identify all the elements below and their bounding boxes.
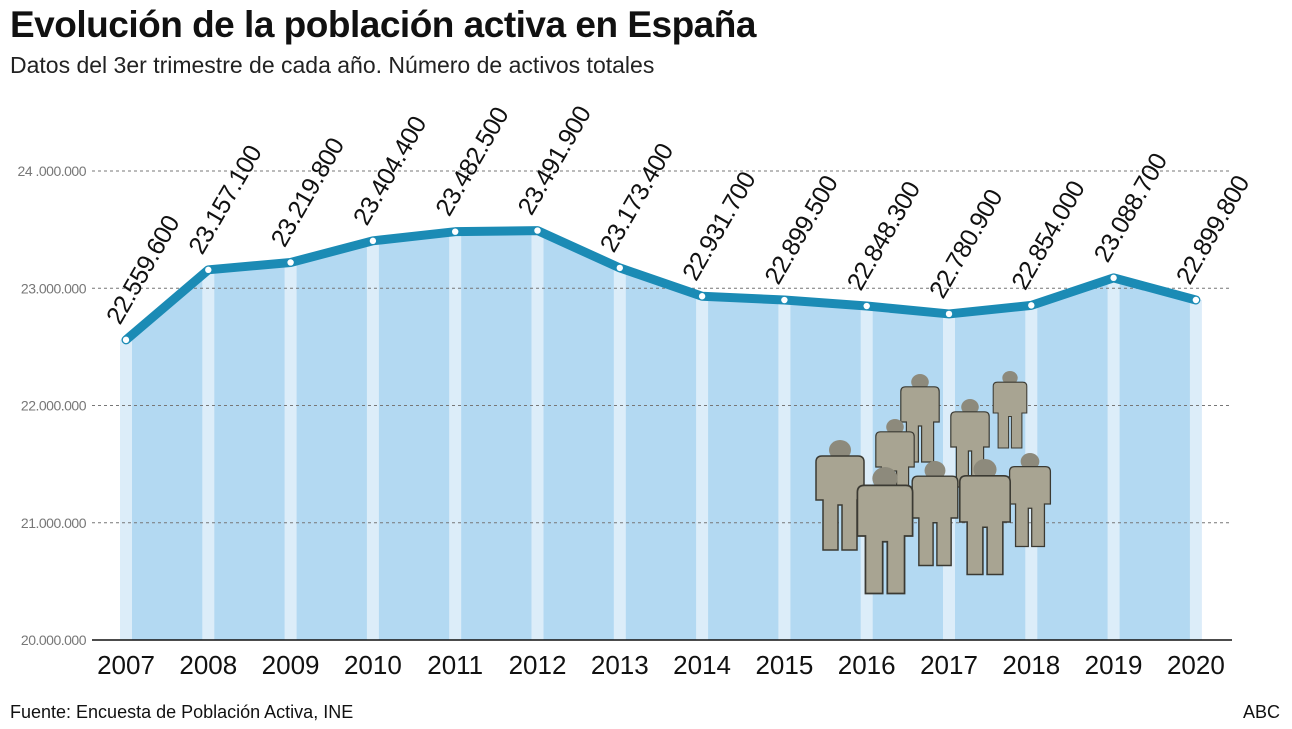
x-tick-label: 2007 (97, 650, 155, 680)
person-head (961, 399, 979, 415)
year-stripe (613, 267, 626, 640)
year-stripe (696, 296, 709, 640)
year-stripe (531, 230, 544, 641)
person-head (872, 467, 898, 490)
data-label: 22.899.800 (1171, 171, 1255, 289)
data-label: 23.173.400 (595, 139, 679, 257)
person-head (886, 419, 904, 435)
person-head (924, 461, 946, 480)
x-tick-label: 2012 (509, 650, 567, 680)
data-label: 23.404.400 (348, 112, 432, 230)
data-point (616, 264, 623, 272)
data-point (945, 310, 953, 318)
x-tick-label: 2009 (262, 650, 320, 680)
x-tick-label: 2017 (920, 650, 978, 680)
person-figure (959, 459, 1011, 576)
person-body (959, 475, 1011, 576)
year-stripe (1189, 299, 1202, 640)
person-body (856, 484, 914, 595)
year-stripe (449, 231, 462, 640)
data-point (452, 228, 459, 235)
person-figure (911, 461, 959, 567)
person-body (1008, 465, 1052, 548)
year-stripe (1107, 277, 1120, 640)
y-tick-label: 23.000.000 (21, 280, 87, 296)
x-tick-label: 2020 (1167, 650, 1225, 680)
data-label: 22.780.900 (924, 185, 1008, 303)
person-figure (815, 440, 865, 551)
brand-label: ABC (1242, 702, 1280, 722)
year-stripe (778, 300, 791, 640)
year-stripe (284, 262, 297, 640)
data-label: 23.088.700 (1089, 149, 1173, 267)
person-head (1020, 453, 1040, 470)
data-point (205, 266, 212, 274)
data-point (698, 293, 706, 300)
person-head (829, 440, 851, 460)
person-body (992, 381, 1028, 449)
y-tick-label: 21.000.000 (21, 515, 87, 531)
person-body (911, 475, 959, 567)
chart-title: Evolución de la población activa en Espa… (10, 4, 756, 45)
year-stripe (366, 240, 379, 640)
data-label: 23.219.800 (266, 133, 350, 251)
year-stripe (202, 269, 215, 640)
y-tick-label: 20.000.000 (21, 632, 87, 648)
data-point (1192, 296, 1200, 304)
data-label: 23.482.500 (430, 103, 514, 221)
person-figure (992, 371, 1028, 449)
data-label: 23.491.900 (512, 102, 596, 220)
data-point (863, 302, 870, 310)
chart-subtitle: Datos del 3er trimestre de cada año. Núm… (10, 52, 655, 78)
data-label: 23.157.100 (183, 141, 267, 259)
people-group-icon (815, 371, 1052, 595)
person-head (973, 459, 997, 480)
area-fill (121, 230, 1201, 641)
x-tick-label: 2014 (673, 650, 731, 680)
data-point (122, 336, 130, 344)
data-point (534, 227, 541, 234)
data-point (287, 259, 294, 266)
data-point (781, 296, 788, 304)
person-body (815, 455, 865, 551)
y-tick-label: 22.000.000 (21, 398, 87, 414)
x-tick-label: 2015 (755, 650, 813, 680)
data-point (1028, 302, 1035, 309)
x-tick-label: 2019 (1085, 650, 1143, 680)
person-head (911, 374, 929, 390)
year-stripe (120, 339, 132, 640)
data-point (369, 237, 377, 245)
y-tick-label: 24 .000.000 (18, 163, 87, 179)
data-label: 22.848.300 (842, 177, 926, 295)
person-figure (1008, 453, 1052, 548)
person-head (1002, 371, 1018, 385)
data-point (1110, 274, 1117, 282)
x-tick-label: 2013 (591, 650, 649, 680)
series-line (121, 226, 1201, 345)
x-tick-label: 2016 (838, 650, 896, 680)
x-tick-label: 2011 (427, 650, 483, 680)
data-label: 22.899.500 (759, 171, 843, 289)
data-label: 22.931.700 (677, 167, 761, 285)
person-figure (856, 467, 914, 595)
x-tick-label: 2018 (1002, 650, 1060, 680)
data-label: 22.854.000 (1006, 176, 1090, 294)
x-tick-label: 2010 (344, 650, 402, 680)
x-tick-label: 2008 (179, 650, 237, 680)
source-note: Fuente: Encuesta de Población Activa, IN… (10, 702, 354, 722)
